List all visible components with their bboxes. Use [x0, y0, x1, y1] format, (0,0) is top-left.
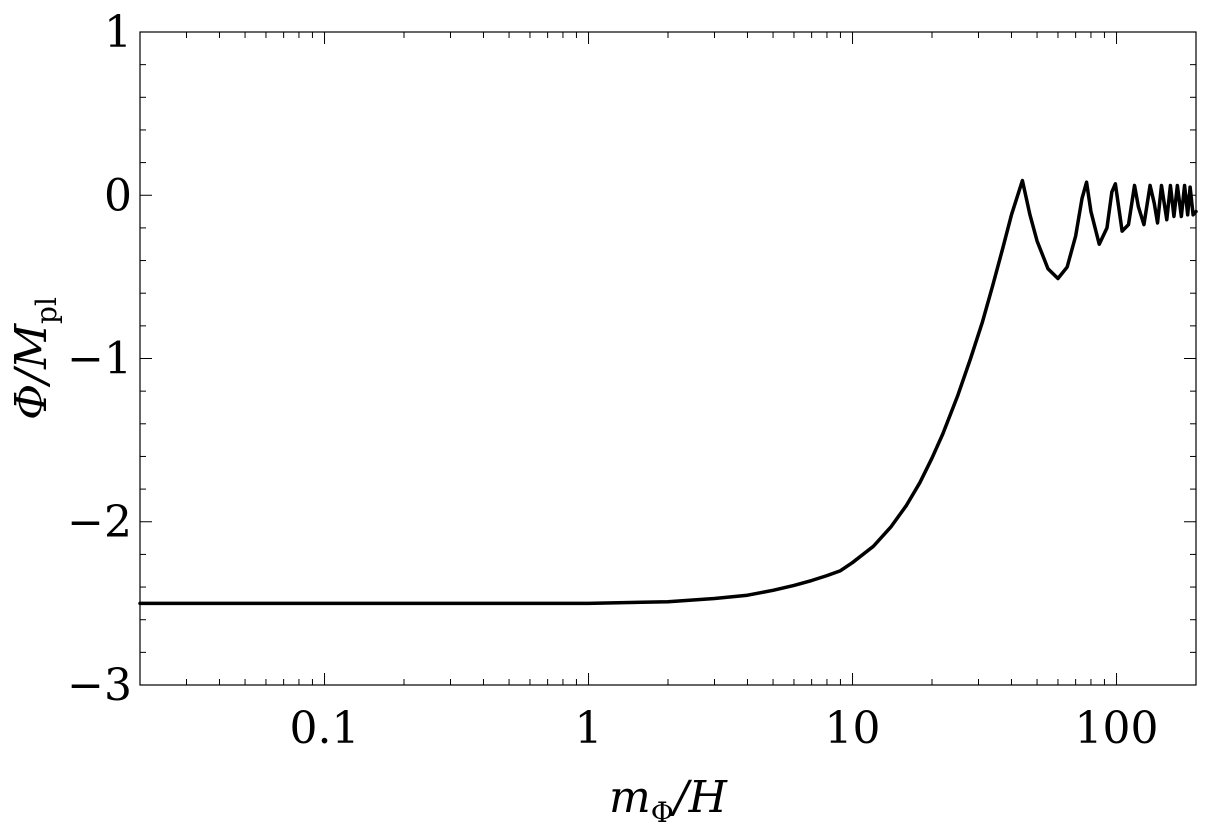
x-axis-label: mΦ/H	[609, 772, 729, 829]
y-axis-label-sub: pl	[30, 297, 63, 324]
y-axis-label-main: Φ/M	[6, 323, 57, 420]
y-tick-label: −3	[67, 660, 132, 711]
x-tick-label: 0.1	[290, 703, 360, 754]
y-axis-label: Φ/Mpl	[6, 297, 63, 420]
y-tick-label: −1	[67, 334, 132, 385]
x-tick-label: 1	[575, 703, 603, 754]
x-axis-label-rest: /H	[670, 772, 729, 823]
x-axis-label-main: m	[609, 772, 651, 823]
series-line	[138, 178, 1198, 606]
y-tick-label: −2	[67, 497, 132, 548]
plot-frame	[139, 31, 1197, 686]
x-axis-label-sub: Φ	[651, 796, 674, 829]
x-tick-label: 10	[825, 703, 881, 754]
x-tick-label: 100	[1075, 703, 1159, 754]
axis-ticks	[139, 31, 1197, 686]
y-tick-label: 0	[104, 170, 132, 221]
y-tick-label: 1	[104, 7, 132, 58]
